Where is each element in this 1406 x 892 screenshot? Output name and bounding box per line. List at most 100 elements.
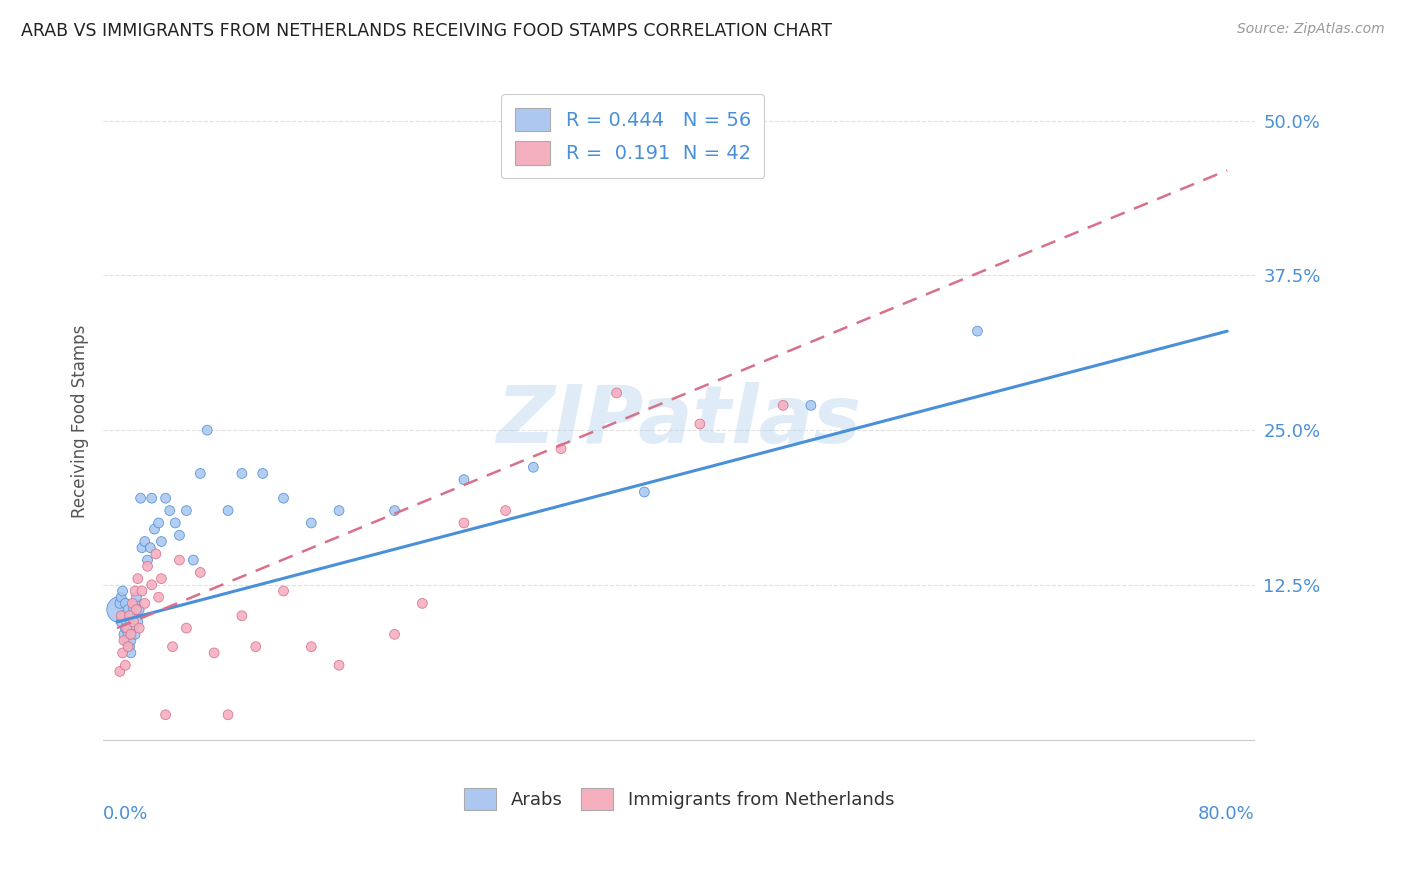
Point — [134, 534, 156, 549]
Point — [522, 460, 544, 475]
Point — [141, 578, 163, 592]
Point — [150, 534, 173, 549]
Point — [121, 608, 143, 623]
Point — [606, 386, 628, 401]
Point — [112, 608, 135, 623]
Point — [112, 627, 135, 641]
Point — [108, 596, 131, 610]
Point — [122, 621, 145, 635]
Point — [117, 627, 139, 641]
Point — [800, 398, 823, 412]
Point — [120, 627, 142, 641]
Point — [129, 491, 152, 506]
Point — [217, 503, 239, 517]
Point — [115, 615, 138, 629]
Point — [124, 627, 146, 641]
Point — [169, 553, 191, 567]
Point — [299, 516, 322, 530]
Point — [128, 602, 150, 616]
Point — [155, 707, 177, 722]
Point — [110, 615, 132, 629]
Point — [115, 633, 138, 648]
Point — [122, 615, 145, 629]
Point — [252, 467, 274, 481]
Point — [124, 584, 146, 599]
Point — [148, 591, 170, 605]
Point — [188, 566, 211, 580]
Text: ARAB VS IMMIGRANTS FROM NETHERLANDS RECEIVING FOOD STAMPS CORRELATION CHART: ARAB VS IMMIGRANTS FROM NETHERLANDS RECE… — [21, 22, 832, 40]
Point — [114, 658, 136, 673]
Point — [162, 640, 184, 654]
Point — [495, 503, 517, 517]
Point — [128, 621, 150, 635]
Point — [231, 608, 253, 623]
Point — [141, 491, 163, 506]
Point — [453, 516, 475, 530]
Point — [550, 442, 572, 456]
Point — [231, 467, 253, 481]
Point — [108, 602, 131, 616]
Point — [136, 553, 159, 567]
Point — [120, 615, 142, 629]
Point — [966, 324, 988, 338]
Point — [202, 646, 225, 660]
Point — [124, 596, 146, 610]
Point — [453, 473, 475, 487]
Point — [273, 584, 295, 599]
Point — [139, 541, 162, 555]
Point — [183, 553, 205, 567]
Y-axis label: Receiving Food Stamps: Receiving Food Stamps — [72, 324, 89, 517]
Point — [273, 491, 295, 506]
Point — [115, 621, 138, 635]
Point — [136, 559, 159, 574]
Point — [114, 596, 136, 610]
Point — [148, 516, 170, 530]
Point — [117, 640, 139, 654]
Point — [328, 503, 350, 517]
Point — [120, 646, 142, 660]
Point — [176, 621, 198, 635]
Point — [134, 596, 156, 610]
Point — [110, 608, 132, 623]
Point — [114, 621, 136, 635]
Point — [108, 665, 131, 679]
Point — [118, 640, 141, 654]
Point — [143, 522, 166, 536]
Point — [125, 602, 148, 616]
Text: 80.0%: 80.0% — [1198, 805, 1256, 823]
Point — [131, 584, 153, 599]
Point — [217, 707, 239, 722]
Point — [188, 467, 211, 481]
Point — [118, 608, 141, 623]
Point — [145, 547, 167, 561]
Point — [176, 503, 198, 517]
Text: 0.0%: 0.0% — [103, 805, 149, 823]
Point — [411, 596, 433, 610]
Point — [118, 621, 141, 635]
Point — [155, 491, 177, 506]
Point — [131, 541, 153, 555]
Point — [111, 646, 134, 660]
Point — [150, 572, 173, 586]
Point — [633, 485, 655, 500]
Point — [689, 417, 711, 431]
Point — [111, 584, 134, 599]
Point — [159, 503, 181, 517]
Point — [110, 591, 132, 605]
Point — [245, 640, 267, 654]
Point — [127, 615, 149, 629]
Point — [122, 602, 145, 616]
Point — [299, 640, 322, 654]
Point — [125, 591, 148, 605]
Point — [328, 658, 350, 673]
Point — [127, 572, 149, 586]
Point — [112, 633, 135, 648]
Point — [384, 503, 406, 517]
Point — [120, 633, 142, 648]
Point — [117, 602, 139, 616]
Point — [195, 423, 218, 437]
Point — [165, 516, 187, 530]
Text: ZIPatlas: ZIPatlas — [496, 382, 862, 460]
Point — [111, 608, 134, 623]
Text: Source: ZipAtlas.com: Source: ZipAtlas.com — [1237, 22, 1385, 37]
